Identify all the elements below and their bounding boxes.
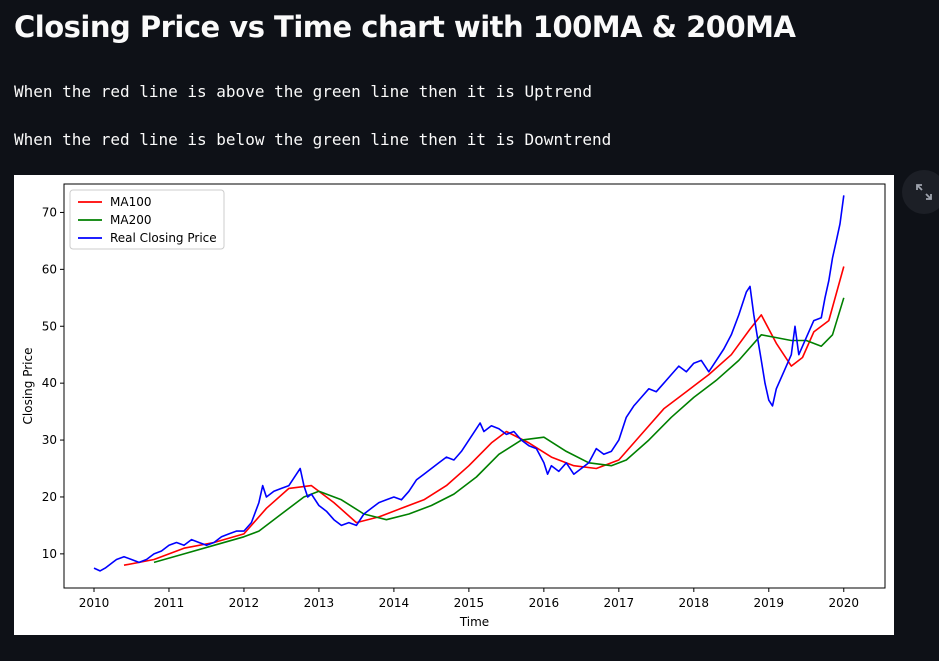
y-tick-label: 30 [42, 433, 57, 447]
x-tick-label: 2018 [679, 596, 710, 610]
x-tick-label: 2014 [379, 596, 410, 610]
legend-entry: Real Closing Price [110, 231, 217, 245]
x-axis-label: Time [459, 615, 489, 629]
x-tick-label: 2011 [154, 596, 185, 610]
legend-entry: MA200 [110, 213, 151, 227]
y-axis-label: Closing Price [21, 348, 35, 425]
ma100-line [123, 266, 845, 566]
y-tick-label: 60 [42, 262, 57, 276]
x-tick-label: 2017 [604, 596, 635, 610]
y-tick-label: 10 [42, 547, 57, 561]
page-title: Closing Price vs Time chart with 100MA &… [14, 10, 796, 44]
ma200-line [153, 297, 845, 564]
legend-entry: MA100 [110, 195, 151, 209]
x-tick-label: 2020 [828, 596, 859, 610]
x-tick-label: 2019 [754, 596, 785, 610]
fullscreen-expand-icon [916, 184, 932, 200]
chart-container: 2010 2011 2012 2013 2014 2015 2016 2017 2018 2019… [14, 175, 894, 635]
uptrend-note: When the red line is above the green lin… [14, 82, 592, 101]
x-tick-label: 2016 [529, 596, 560, 610]
y-tick-label: 40 [42, 376, 57, 390]
x-tick-label: 2012 [229, 596, 260, 610]
real-closing-price-line [93, 195, 845, 572]
closing-price-chart: 2010 2011 2012 2013 2014 2015 2016 2017 2018 2019… [21, 183, 886, 629]
fullscreen-button[interactable] [902, 170, 939, 214]
plot-area-frame [63, 183, 886, 589]
x-tick-label: 2010 [79, 596, 110, 610]
downtrend-note: When the red line is below the green lin… [14, 130, 612, 149]
legend-box [69, 189, 225, 250]
y-tick-label: 20 [42, 490, 57, 504]
y-tick-label: 50 [42, 319, 57, 333]
x-tick-label: 2013 [304, 596, 335, 610]
y-tick-label: 70 [42, 205, 57, 219]
x-tick-label: 2015 [454, 596, 485, 610]
